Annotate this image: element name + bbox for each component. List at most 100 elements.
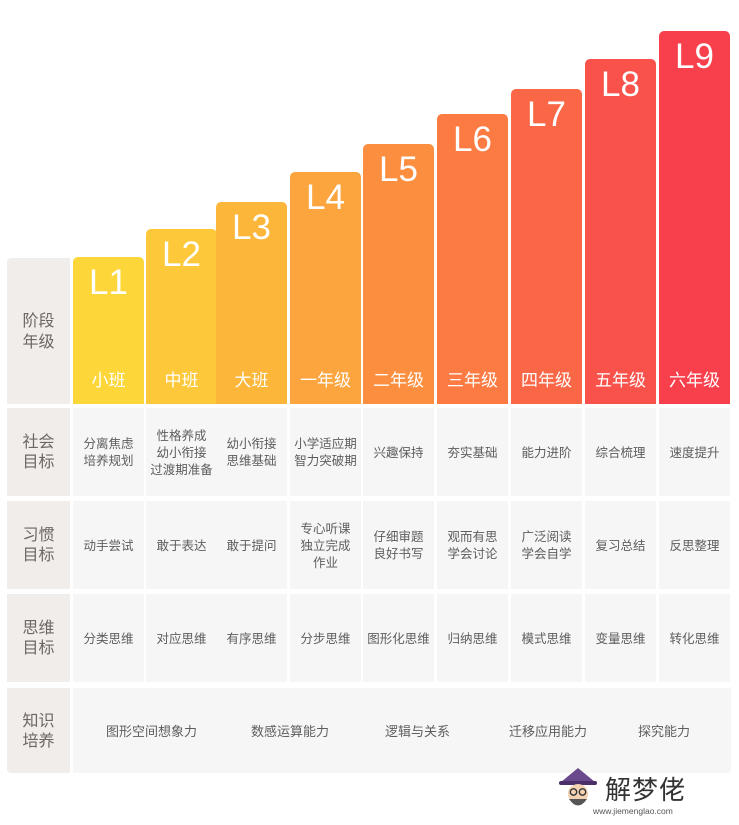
social-goals-cell: 性格养成 幼小衔接 过渡期准备	[146, 408, 217, 496]
skill-item: 图形空间想象力	[106, 725, 198, 740]
knowledge-skills-row: 图形空间想象力 数感运算能力 逻辑与关系 迁移应用能力 探究能力	[73, 688, 731, 773]
level-label: L6	[453, 120, 492, 159]
cell-text: 分步思维	[300, 630, 351, 646]
cell-text: 兴趣保持	[373, 444, 424, 460]
row-label-text: 思维	[22, 618, 55, 637]
level-column-l1: L1 小班	[73, 257, 144, 404]
level-column-l3: L3 大班	[216, 202, 287, 404]
cell-text: 模式思维	[521, 630, 572, 646]
cell-text: 综合梳理	[595, 444, 646, 460]
level-column-l8: L8 五年级	[585, 59, 656, 404]
grade-label: 二年级	[373, 371, 424, 391]
knowledge-label-line2: 培养	[22, 730, 55, 750]
grade-label: 五年级	[595, 371, 646, 391]
grade-label: 中班	[164, 371, 199, 391]
cell-text: 仔细审题 良好书写	[373, 529, 424, 561]
knowledge-label: 知识 培养	[7, 688, 70, 773]
skill-item: 数感运算能力	[251, 725, 330, 740]
thinking-goals-cell: 分步思维	[290, 594, 361, 682]
row-label-text: 目标	[22, 638, 55, 657]
habit-goals-cell: 动手尝试	[73, 501, 144, 589]
thinking-goals-cell: 转化思维	[659, 594, 730, 682]
level-column-l5: L5 二年级	[363, 144, 434, 404]
social-goals-cell: 综合梳理	[585, 408, 656, 496]
cell-text: 观而有思 学会讨论	[447, 529, 498, 561]
level-column-l7: L7 四年级	[511, 89, 582, 404]
social-goals-cell: 分离焦虑 培养规划	[73, 408, 144, 496]
cell-text: 动手尝试	[83, 537, 134, 553]
skill-item: 迁移应用能力	[509, 725, 588, 740]
thinking-goals-cell: 对应思维	[146, 594, 217, 682]
social-goals-cell: 小学适应期 智力突破期	[290, 408, 361, 496]
grade-label: 四年级	[521, 371, 572, 391]
level-label: L4	[306, 178, 345, 217]
row-label-text: 目标	[22, 545, 55, 564]
row-label-text: 目标	[22, 452, 55, 471]
cell-text: 广泛阅读 学会自学	[521, 529, 572, 561]
level-label: L2	[162, 235, 201, 274]
level-column-l9: L9 六年级	[659, 31, 730, 404]
knowledge-label-line1: 知识	[22, 710, 55, 730]
cell-text: 专心听课 独立完成 作业	[300, 520, 351, 570]
stage-grade-header: 阶段 年级	[7, 258, 70, 404]
thinking-goals-label: 思维 目标	[7, 594, 70, 682]
cell-text: 幼小衔接 思维基础	[226, 436, 277, 468]
thinking-goals-cell: 变量思维	[585, 594, 656, 682]
habit-goals-cell: 反思整理	[659, 501, 730, 589]
habit-goals-cell: 敢于提问	[216, 501, 287, 589]
cell-text: 对应思维	[156, 630, 207, 646]
cell-text: 性格养成 幼小衔接 过渡期准备	[150, 427, 213, 477]
cell-text: 能力进阶	[521, 444, 572, 460]
social-goals-cell: 兴趣保持	[363, 408, 434, 496]
header-label-line2: 年级	[22, 332, 55, 351]
grade-label: 一年级	[300, 371, 351, 391]
skill-item: 探究能力	[638, 725, 691, 740]
cell-text: 反思整理	[669, 537, 720, 553]
habit-goals-cell: 专心听课 独立完成 作业	[290, 501, 361, 589]
thinking-goals-cell: 有序思维	[216, 594, 287, 682]
thinking-goals-cell: 模式思维	[511, 594, 582, 682]
level-label: L5	[379, 150, 418, 189]
level-label: L7	[527, 95, 566, 134]
social-goals-label: 社会 目标	[7, 408, 70, 496]
thinking-goals-cell: 归纳思维	[437, 594, 508, 682]
grade-label: 大班	[234, 371, 269, 391]
habit-goals-label: 习惯 目标	[7, 501, 70, 589]
cell-text: 有序思维	[226, 630, 277, 646]
habit-goals-cell: 复习总结	[585, 501, 656, 589]
grade-label: 六年级	[669, 371, 720, 391]
habit-goals-cell: 敢于表达	[146, 501, 217, 589]
watermark-text: 解梦佬	[605, 776, 687, 806]
header-label-line1: 阶段	[22, 311, 55, 330]
grade-label: 三年级	[447, 371, 498, 391]
skill-item: 逻辑与关系	[385, 725, 451, 740]
watermark: 解梦佬 www.jiemenglao.com	[555, 762, 725, 820]
social-goals-cell: 夯实基础	[437, 408, 508, 496]
habit-goals-cell: 广泛阅读 学会自学	[511, 501, 582, 589]
watermark-url: www.jiemenglao.com	[593, 806, 673, 816]
cell-text: 复习总结	[595, 537, 646, 553]
cell-text: 敢于提问	[226, 537, 277, 553]
row-label-text: 社会	[22, 432, 55, 451]
grade-label: 小班	[91, 371, 126, 391]
level-column-l2: L2 中班	[146, 229, 217, 404]
cell-text: 夯实基础	[447, 444, 498, 460]
social-goals-cell: 速度提升	[659, 408, 730, 496]
cell-text: 变量思维	[595, 630, 646, 646]
cell-text: 转化思维	[669, 630, 720, 646]
social-goals-cell: 幼小衔接 思维基础	[216, 408, 287, 496]
level-label: L8	[601, 65, 640, 104]
cell-text: 分类思维	[83, 630, 134, 646]
level-column-l6: L6 三年级	[437, 114, 508, 404]
habit-goals-cell: 观而有思 学会讨论	[437, 501, 508, 589]
level-label: L9	[675, 37, 714, 76]
thinking-goals-cell: 分类思维	[73, 594, 144, 682]
habit-goals-cell: 仔细审题 良好书写	[363, 501, 434, 589]
level-label: L3	[232, 208, 271, 247]
cell-text: 小学适应期 智力突破期	[294, 436, 357, 468]
thinking-goals-cell: 图形化思维	[363, 594, 434, 682]
fortune-teller-logo-icon	[559, 768, 597, 806]
cell-text: 归纳思维	[447, 630, 498, 646]
row-label-text: 习惯	[22, 525, 55, 544]
cell-text: 分离焦虑 培养规划	[83, 436, 134, 468]
